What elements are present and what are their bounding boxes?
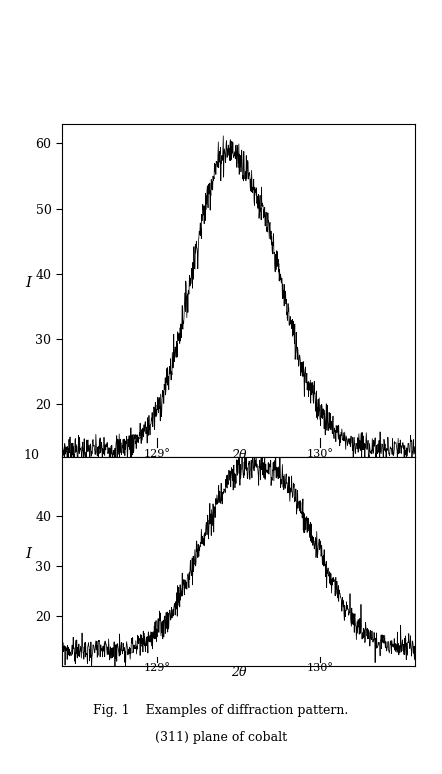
Text: 129°: 129° xyxy=(144,663,171,673)
Text: 129°: 129° xyxy=(144,449,171,459)
Text: 10: 10 xyxy=(24,449,40,461)
Text: 2θ: 2θ xyxy=(231,666,247,679)
Text: 2θ: 2θ xyxy=(231,449,247,462)
Text: 130°: 130° xyxy=(307,663,333,673)
Y-axis label: I: I xyxy=(26,547,31,561)
Text: (311) plane of cobalt: (311) plane of cobalt xyxy=(155,731,287,745)
Text: Fig. 1    Examples of diffraction pattern.: Fig. 1 Examples of diffraction pattern. xyxy=(93,704,349,717)
Y-axis label: I: I xyxy=(26,276,31,290)
Text: 130°: 130° xyxy=(307,449,333,459)
